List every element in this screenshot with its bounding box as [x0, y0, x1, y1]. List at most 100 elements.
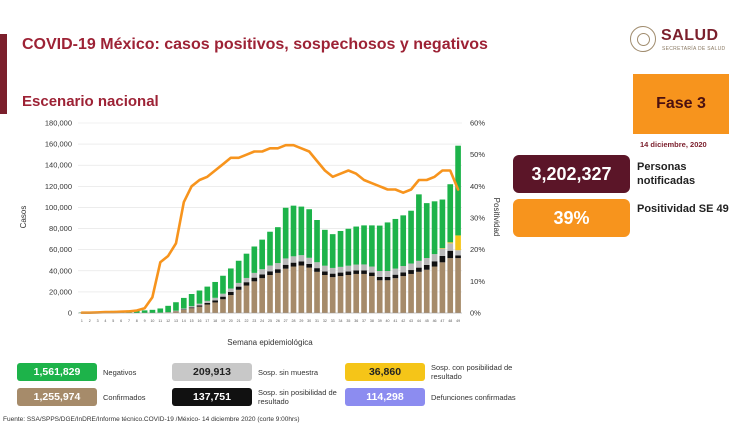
bar-segment [376, 276, 383, 281]
bar-segment [337, 266, 344, 273]
x-tick-label: 9 [144, 319, 146, 323]
x-tick-label: 39 [378, 319, 382, 323]
bar-segment [423, 264, 430, 270]
bar-segment [165, 305, 171, 313]
bar-segment [212, 302, 218, 313]
y2-tick-label: 40% [470, 182, 485, 191]
bar-segment [337, 276, 344, 313]
bar-segment [173, 311, 179, 313]
bar-segment [227, 291, 234, 296]
bar-segment [141, 310, 148, 313]
seal-icon [630, 26, 656, 52]
bar-segment [392, 274, 399, 279]
bar-segment [384, 222, 391, 271]
y-tick-label: 140,000 [45, 161, 72, 170]
bar-segment [259, 274, 265, 279]
y-tick-label: 100,000 [45, 203, 72, 212]
bar-segment [204, 302, 211, 305]
bar-segment [400, 272, 407, 277]
y2-tick-label: 60% [470, 119, 485, 128]
bar-segment [322, 265, 328, 272]
bar-segment [447, 243, 454, 251]
x-tick-label: 35 [346, 319, 350, 323]
bar-segment [431, 266, 438, 313]
positivity-label: Positividad SE 49 [637, 203, 729, 215]
bar-segment [447, 250, 454, 259]
bar-segment [267, 231, 273, 266]
x-tick-label: 23 [252, 319, 256, 323]
x-tick-label: 20 [229, 319, 233, 323]
x-tick-label: 18 [213, 319, 217, 323]
x-tick-label: 38 [370, 319, 374, 323]
bar-segment [423, 269, 430, 313]
bar-segment [353, 226, 360, 265]
bar-segment [149, 309, 156, 313]
bar-segment [439, 248, 446, 256]
bar-segment [384, 280, 391, 313]
x-tick-label: 24 [260, 319, 264, 323]
bar-segment [275, 227, 281, 264]
bar-segment [369, 266, 375, 273]
bar-segment [314, 271, 320, 313]
x-tick-label: 40 [386, 319, 390, 323]
bar-segment [439, 262, 446, 313]
bar-segment [369, 272, 375, 277]
bar-segment [392, 278, 399, 313]
x-tick-label: 37 [362, 319, 366, 323]
x-tick-label: 22 [244, 319, 248, 323]
bar-segment [384, 270, 391, 277]
bar-segment [282, 264, 289, 269]
bar-segment [376, 225, 383, 271]
bar-segment [243, 282, 250, 286]
x-tick-label: 45 [425, 319, 429, 323]
bar-segment [165, 312, 171, 313]
bar-segment [408, 270, 414, 274]
x-tick-label: 1 [81, 319, 83, 323]
bar-segment [400, 276, 407, 313]
bar-segment [235, 289, 242, 313]
bar-segment [196, 305, 203, 307]
legend-sosp-sin-muestra-label: Sosp. sin muestra [258, 368, 319, 377]
x-tick-label: 29 [299, 319, 303, 323]
bar-segment [447, 258, 454, 313]
bar-segment [322, 271, 328, 275]
bar-segment [416, 271, 422, 313]
x-tick-label: 11 [158, 319, 162, 323]
bar-segment [447, 242, 454, 244]
x-tick-label: 15 [190, 319, 194, 323]
bar-segment [314, 262, 320, 269]
y-tick-label: 160,000 [45, 140, 72, 149]
y-tick-label: 60,000 [49, 245, 72, 254]
bar-segment [329, 277, 336, 313]
bar-segment [306, 209, 313, 258]
bar-segment [329, 273, 336, 278]
x-tick-label: 17 [205, 319, 209, 323]
bar-segment [275, 272, 281, 313]
bar-segment [227, 288, 234, 292]
bar-segment [243, 253, 250, 278]
x-tick-label: 4 [104, 319, 106, 323]
bar-segment [220, 293, 226, 297]
bar-segment [361, 273, 367, 313]
y-tick-label: 40,000 [49, 266, 72, 275]
legend-sosp-con-posibilidad-value: 36,860 [345, 363, 425, 381]
legend-sosp-con-posibilidad-label: Sosp. con posibilidad de resultado [431, 363, 513, 381]
y-tick-label: 20,000 [49, 287, 72, 296]
x-axis-label: Semana epidemiológica [227, 338, 313, 347]
page-title: COVID-19 México: casos positivos, sospec… [22, 36, 488, 53]
y2-tick-label: 20% [470, 245, 485, 254]
legend-negativos-value: 1,561,829 [17, 363, 97, 381]
source-note: Fuente: SSA/SPPS/DGE/InDRE/Informe técni… [3, 416, 300, 423]
bar-segment [267, 265, 273, 272]
y-axis-label: Casos [19, 206, 28, 229]
bar-segment [173, 310, 179, 312]
x-tick-label: 46 [433, 319, 437, 323]
bar-segment [345, 271, 352, 275]
y2-tick-label: 0% [470, 309, 481, 318]
x-tick-label: 14 [182, 319, 186, 323]
bar-segment [243, 285, 250, 313]
cases-chart: 0 20,000 40,000 60,000 80,000 100,000 120,000 1… [19, 119, 501, 348]
y-tick-label: 120,000 [45, 182, 72, 191]
bar-segment [282, 258, 289, 265]
